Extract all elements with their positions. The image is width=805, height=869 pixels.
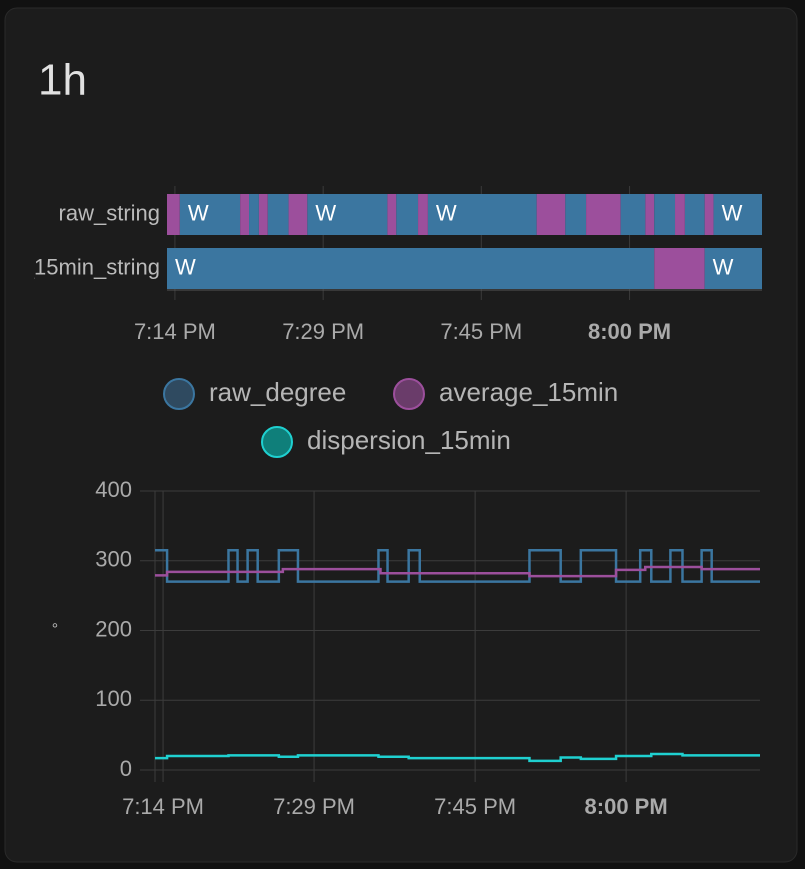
x-tick-label: 7:29 PM	[273, 794, 355, 819]
x-tick-label: 7:14 PM	[122, 794, 204, 819]
y-tick-label: 100	[95, 686, 132, 711]
segment-label: W	[713, 254, 734, 279]
timeline-segment	[536, 194, 566, 235]
timeline-segment	[684, 194, 705, 235]
series-line	[155, 752, 760, 763]
segment-label: W	[188, 200, 209, 225]
timeline-segment	[249, 194, 259, 235]
x-tick-label: 8:00 PM	[585, 794, 668, 819]
timeline-segment	[267, 194, 289, 235]
timeline-segment	[645, 194, 655, 235]
row-label: average_15min_string	[0, 254, 160, 279]
legend-marker	[393, 378, 425, 410]
legend-marker	[261, 426, 293, 458]
segment-label: W	[175, 254, 196, 279]
x-tick-label: 7:14 PM	[134, 319, 216, 344]
segment-label: W	[315, 200, 336, 225]
y-tick-label: 300	[95, 547, 132, 572]
timeline-segment	[396, 194, 419, 235]
timeline-segment	[179, 194, 241, 235]
timeline-segment	[240, 194, 250, 235]
timeline-segment	[565, 194, 587, 235]
timeline-segment	[427, 194, 537, 235]
y-tick-label: 400	[95, 477, 132, 502]
timeline-segment	[387, 194, 397, 235]
timeline-segment	[704, 248, 762, 289]
x-tick-label: 7:45 PM	[440, 319, 522, 344]
timeline-segment	[713, 194, 762, 235]
x-tick-label: 7:45 PM	[434, 794, 516, 819]
charts: 7:14 PM 7:29 PM 7:45 PM 8:00 PM W W W W W Wraw_de…	[52, 186, 762, 819]
timeline-segment	[654, 194, 676, 235]
timeline-segment	[586, 194, 621, 235]
timeline-segment	[258, 194, 268, 235]
y-tick-label: 0	[120, 756, 132, 781]
timeline-segment	[167, 194, 180, 235]
x-tick-label: 7:29 PM	[282, 319, 364, 344]
timeline-segment	[654, 248, 705, 289]
timeline-segment	[418, 194, 428, 235]
series-line	[155, 565, 760, 578]
legend-marker	[163, 378, 195, 410]
card-title: 1h	[38, 56, 87, 105]
x-tick-label: 8:00 PM	[588, 319, 671, 344]
legend-label: raw_degree	[209, 377, 346, 407]
series-line	[155, 549, 760, 583]
y-axis-label: °	[52, 621, 58, 638]
timeline-segment	[167, 248, 655, 289]
timeline-segment	[288, 194, 308, 235]
timeline-segment	[675, 194, 685, 235]
timeline-segment	[307, 194, 388, 235]
segment-label: W	[436, 200, 457, 225]
timeline-segment	[620, 194, 646, 235]
row-labels: raw_string average_15min_string	[0, 200, 160, 279]
timeline-segment	[704, 194, 714, 235]
row-label: raw_string	[59, 200, 160, 225]
y-tick-label: 200	[95, 616, 132, 641]
segment-label: W	[722, 200, 743, 225]
legend-label: average_15min	[439, 377, 618, 407]
legend-label: dispersion_15min	[307, 425, 511, 455]
